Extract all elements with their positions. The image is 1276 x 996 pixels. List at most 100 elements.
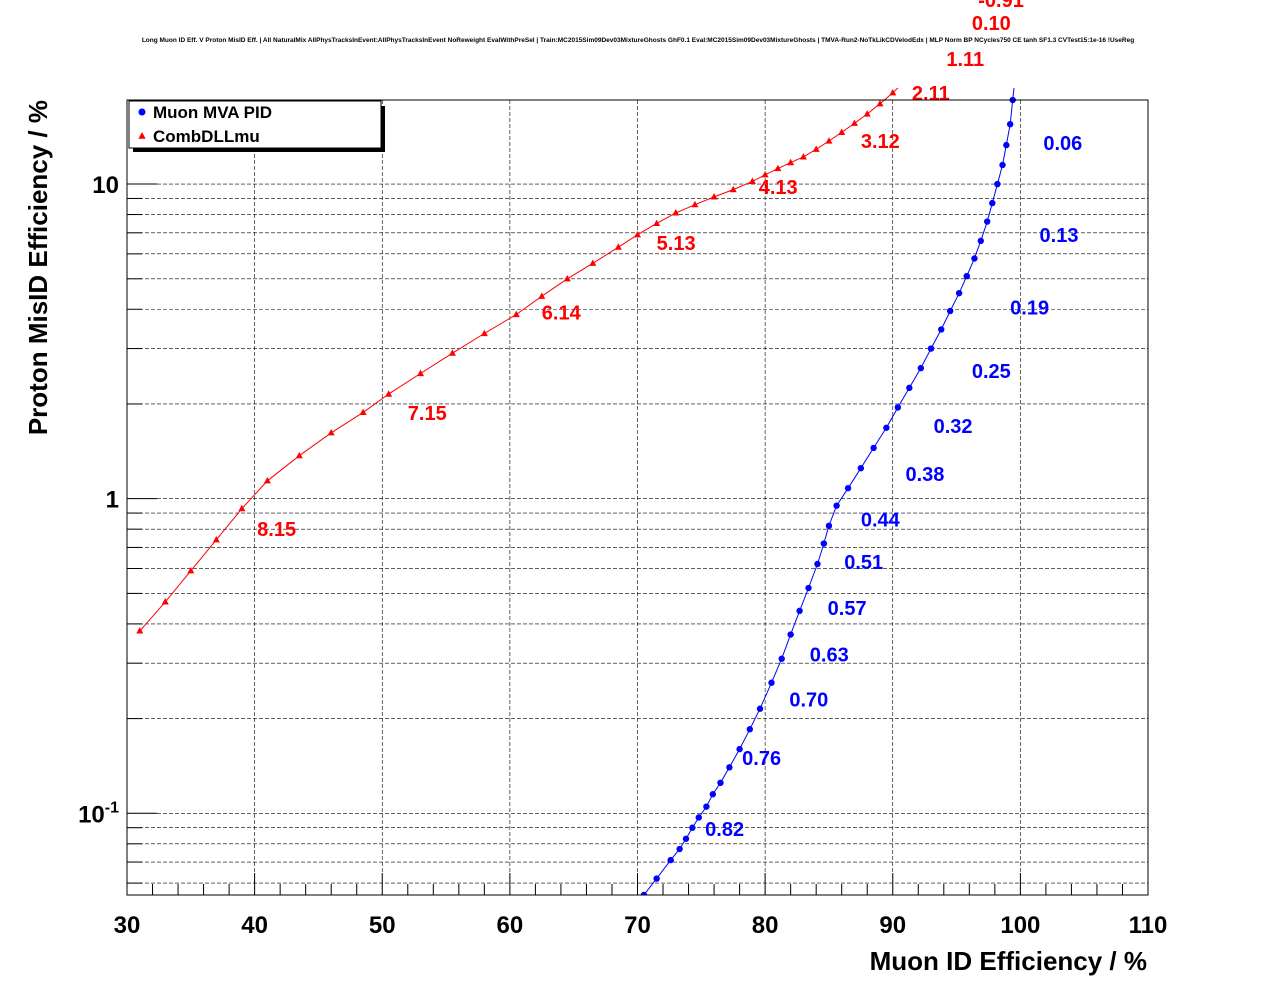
data-point-muon-mva <box>857 464 865 472</box>
y-axis-label: Proton MisID Efficiency / % <box>23 100 53 435</box>
data-point-muon-mva <box>844 484 852 492</box>
y-tick-label: 1 <box>106 487 119 514</box>
threshold-label: 0.19 <box>1010 298 1049 320</box>
data-point-combdllmu <box>787 158 795 166</box>
data-point-muon-mva <box>695 814 702 821</box>
data-point-muon-mva <box>717 779 724 787</box>
data-point-muon-mva <box>709 791 716 798</box>
chart-title: Long Muon ID Eff. V Proton MisID Eff. | … <box>142 37 1134 44</box>
grid <box>127 100 1148 895</box>
threshold-label: 0.32 <box>934 416 973 438</box>
threshold-label: 0.38 <box>906 464 945 486</box>
data-point-combdllmu <box>187 566 195 574</box>
data-point-combdllmu <box>295 451 303 459</box>
y-tick-label: 10-1 <box>78 799 119 828</box>
data-point-combdllmu <box>889 89 897 96</box>
data-point-combdllmu <box>480 329 488 337</box>
data-point-combdllmu <box>538 292 546 299</box>
data-point-muon-mva <box>1006 120 1014 128</box>
x-tick-label: 110 <box>1129 912 1168 939</box>
threshold-label: 0.57 <box>828 598 867 620</box>
x-tick-label: 60 <box>497 912 524 939</box>
data-point-combdllmu <box>672 209 680 216</box>
data-point-muon-mva <box>682 835 690 842</box>
annotations: 0.06 0.13 0.19 0.25 0.32 0.38 0.44 0.51 0.57 0.63… <box>257 0 1082 841</box>
series-line-2 <box>139 88 899 632</box>
threshold-label: 3.12 <box>861 131 900 153</box>
data-point-combdllmu <box>799 153 807 160</box>
threshold-label: 8.15 <box>257 519 296 541</box>
data-point-muon-mva <box>994 180 1001 188</box>
data-point-muon-mva <box>820 540 828 547</box>
data-point-muon-mva <box>778 655 785 662</box>
data-point-muon-mva <box>938 326 945 333</box>
tick-labels: 30 40 50 60 70 80 90 100 110 10 1 10-1 <box>78 172 1167 939</box>
markers <box>136 89 1016 895</box>
axis-ticks <box>126 183 1149 895</box>
legend-marker-triangle <box>138 132 146 139</box>
data-point-combdllmu <box>850 119 858 126</box>
threshold-label: -0.91 <box>978 0 1024 12</box>
data-point-muon-mva <box>1003 141 1010 149</box>
legend-box <box>128 100 382 149</box>
data-point-muon-mva <box>883 424 890 431</box>
legend-label: CombDLLmu <box>153 127 260 146</box>
data-point-muon-mva <box>825 522 833 530</box>
x-tick-label: 90 <box>879 912 906 939</box>
data-point-muon-mva <box>917 364 925 372</box>
threshold-label: 0.44 <box>861 509 901 531</box>
data-point-muon-mva <box>955 289 963 297</box>
x-tick-label: 80 <box>752 912 779 939</box>
data-point-combdllmu <box>417 369 425 377</box>
data-point-muon-mva <box>989 199 996 207</box>
threshold-label: 0.10 <box>972 13 1011 35</box>
data-point-combdllmu <box>136 627 144 634</box>
data-point-combdllmu <box>359 408 367 416</box>
data-point-muon-mva <box>983 218 991 225</box>
data-point-muon-mva <box>768 679 775 686</box>
data-point-combdllmu <box>729 185 737 193</box>
data-point-muon-mva <box>676 845 683 853</box>
data-point-combdllmu <box>563 274 571 282</box>
data-point-combdllmu <box>812 145 820 152</box>
threshold-label: 0.13 <box>1040 225 1079 247</box>
data-point-combdllmu <box>653 219 661 226</box>
threshold-label: 0.51 <box>844 552 883 574</box>
data-point-combdllmu <box>876 99 884 107</box>
data-point-muon-mva <box>977 237 985 245</box>
data-point-muon-mva <box>906 384 913 392</box>
legend-entries: Muon MVA PID CombDLLmu <box>138 103 272 146</box>
data-point-combdllmu <box>212 536 220 543</box>
data-point-combdllmu <box>710 193 718 200</box>
threshold-label: 6.14 <box>542 303 582 325</box>
threshold-label: 1.11 <box>946 49 984 71</box>
data-point-combdllmu <box>634 230 641 238</box>
threshold-label: 7.15 <box>408 403 447 425</box>
x-tick-label: 30 <box>114 912 141 939</box>
data-point-muon-mva <box>787 631 794 638</box>
legend: Muon MVA PID CombDLLmu <box>128 100 385 152</box>
data-point-muon-mva <box>703 803 710 810</box>
data-point-combdllmu <box>448 349 456 356</box>
data-point-combdllmu <box>161 598 169 605</box>
data-point-muon-mva <box>971 255 978 262</box>
data-point-combdllmu <box>691 200 699 208</box>
data-point-muon-mva <box>999 161 1006 169</box>
data-point-muon-mva <box>946 307 954 315</box>
data-point-combdllmu <box>589 259 597 266</box>
threshold-label: 0.63 <box>810 644 849 666</box>
data-point-muon-mva <box>689 824 696 831</box>
legend-marker-circle <box>138 108 146 116</box>
y-tick-label: 10 <box>92 172 119 199</box>
threshold-label: 0.82 <box>705 819 744 841</box>
data-point-muon-mva <box>805 584 812 592</box>
data-point-muon-mva <box>894 404 902 411</box>
data-point-combdllmu <box>825 137 833 144</box>
legend-label: Muon MVA PID <box>153 103 272 122</box>
threshold-label: 0.70 <box>789 690 828 712</box>
data-point-muon-mva <box>653 875 660 882</box>
data-point-muon-mva <box>667 856 674 864</box>
data-point-muon-mva <box>814 560 821 568</box>
threshold-label: 0.06 <box>1043 133 1082 155</box>
